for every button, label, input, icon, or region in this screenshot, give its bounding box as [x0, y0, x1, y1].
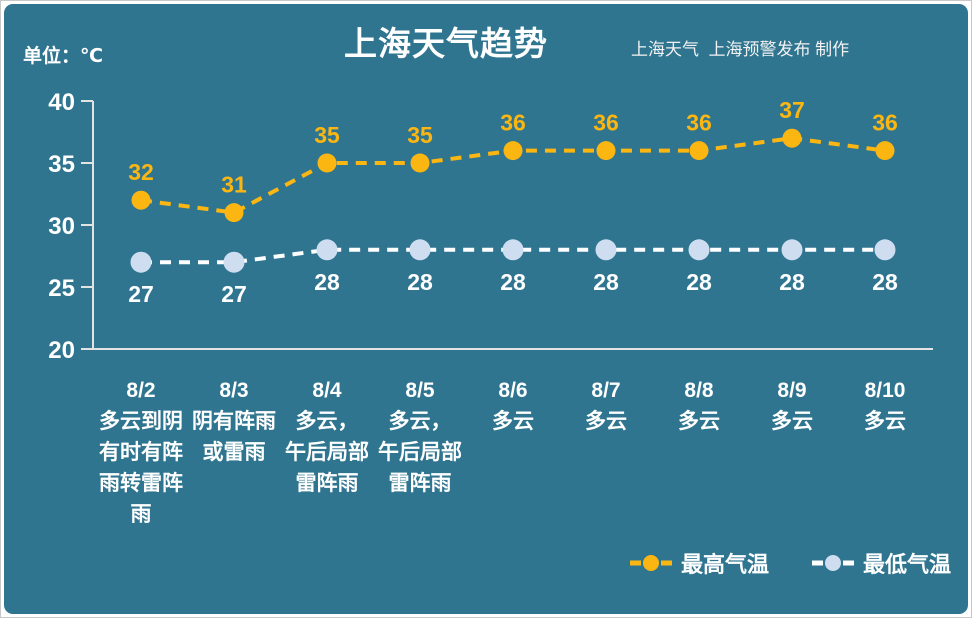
- y-tick-label: 40: [48, 89, 75, 116]
- unit-label: 单位：℃: [23, 46, 104, 67]
- chart-background-panel: [4, 4, 968, 614]
- low-temp-value-label: 27: [128, 281, 154, 307]
- legend-label-low: 最低气温: [863, 552, 952, 577]
- condition-label-line: 多云，: [295, 410, 359, 433]
- low-temp-marker: [874, 239, 896, 261]
- legend-item-low: 最低气温: [811, 547, 951, 579]
- condition-label-line: 多云，: [388, 410, 452, 433]
- high-temp-marker: [689, 141, 709, 161]
- condition-label-line: 午后局部: [378, 441, 462, 464]
- low-temp-value-label: 28: [407, 269, 433, 295]
- high-temp-value-label: 36: [500, 110, 526, 136]
- y-tick-label: 25: [48, 275, 75, 302]
- low-temp-legend-icon: [812, 555, 855, 571]
- legend-label-high: 最高气温: [681, 552, 770, 577]
- low-temp-line: [141, 247, 885, 265]
- high-temp-value-label: 37: [779, 97, 805, 123]
- high-temp-value-label: 36: [872, 110, 898, 136]
- low-temp-value-label: 28: [686, 269, 712, 295]
- x-axis-category: 8/6 多云: [467, 375, 559, 437]
- condition-label-line: 多云: [585, 410, 627, 433]
- date-label: 8/5: [405, 379, 435, 402]
- date-label: 8/4: [312, 379, 342, 402]
- date-label: 8/10: [864, 379, 906, 402]
- high-temp-marker: [410, 153, 430, 173]
- high-temp-marker: [596, 141, 616, 161]
- condition-label-line: 多云: [864, 410, 906, 433]
- x-axis-category: 8/8 多云: [653, 375, 745, 437]
- high-temp-marker: [224, 203, 244, 223]
- high-temp-value-label: 35: [407, 122, 433, 148]
- condition-label-line: 阴有阵雨: [192, 410, 276, 433]
- high-temp-marker: [503, 141, 523, 161]
- condition-label-line: 多云: [678, 410, 720, 433]
- y-tick-label: 20: [48, 337, 75, 364]
- low-temp-value-label: 28: [872, 269, 898, 295]
- high-temp-marker: [317, 153, 337, 173]
- low-temp-marker: [502, 239, 524, 261]
- low-temp-marker: [688, 239, 710, 261]
- x-axis-category: 8/4 多云， 午后局部雷阵雨: [281, 375, 373, 499]
- date-label: 8/6: [498, 379, 528, 402]
- chart-legend: 最高气温 最低气温: [629, 547, 951, 579]
- high-temp-marker: [131, 190, 151, 210]
- high-temp-value-label: 35: [314, 122, 340, 148]
- y-tick-label: 30: [48, 213, 75, 240]
- condition-label-line: 雷阵雨: [388, 472, 452, 495]
- high-temp-value-label: 36: [686, 110, 712, 136]
- condition-label-line: 多云到阴: [99, 410, 183, 433]
- x-axis-category: 8/10 多云: [839, 375, 931, 437]
- data-series: 32 31 35 35 36 36 36 37 36 27 27 28 28 28 28 28 28 28: [128, 97, 898, 307]
- low-temp-marker: [130, 251, 152, 273]
- high-temp-value-label: 32: [128, 159, 154, 185]
- low-temp-value-label: 28: [593, 269, 619, 295]
- x-axis-category: 8/7 多云: [560, 375, 652, 437]
- x-axis-category: 8/3 阴有阵雨或雷雨: [188, 375, 280, 468]
- condition-label-line: 雨转雷阵: [99, 472, 183, 495]
- date-label: 8/3: [219, 379, 249, 402]
- y-tick-label: 35: [48, 151, 75, 178]
- low-temp-marker: [595, 239, 617, 261]
- condition-label-line: 雨: [130, 503, 152, 526]
- y-axis-ticks: 20 25 30 35 40: [48, 89, 93, 364]
- low-temp-marker: [781, 239, 803, 261]
- low-temp-marker: [409, 239, 431, 261]
- date-label: 8/2: [126, 379, 156, 402]
- x-axis-category: 8/5 多云， 午后局部雷阵雨: [374, 375, 466, 499]
- date-label: 8/9: [777, 379, 807, 402]
- x-axis-category: 8/2 多云到阴有时有阵雨转雷阵雨: [95, 375, 187, 530]
- condition-label-line: 雷阵雨: [295, 472, 359, 495]
- low-temp-value-label: 28: [779, 269, 805, 295]
- condition-label-line: 多云: [771, 410, 813, 433]
- credits-text: 上海天气 上海预警发布 制作: [631, 40, 850, 59]
- condition-label-line: 有时有阵: [99, 441, 183, 464]
- date-label: 8/8: [684, 379, 714, 402]
- low-temp-marker: [223, 251, 245, 273]
- low-temp-value-label: 27: [221, 281, 247, 307]
- date-label: 8/7: [591, 379, 621, 402]
- high-temp-legend-icon: [630, 555, 672, 571]
- high-temp-marker: [875, 141, 895, 161]
- high-temp-marker: [782, 128, 802, 148]
- high-temp-value-label: 31: [221, 172, 247, 198]
- low-temp-value-label: 28: [314, 269, 340, 295]
- condition-label-line: 或雷雨: [202, 441, 266, 464]
- low-temp-value-label: 28: [500, 269, 526, 295]
- legend-item-high: 最高气温: [629, 547, 769, 579]
- page-title: 上海天气趋势: [344, 25, 548, 62]
- x-axis-category: 8/9 多云: [746, 375, 838, 437]
- low-temp-marker: [316, 239, 338, 261]
- high-temp-value-label: 36: [593, 110, 619, 136]
- condition-label-line: 午后局部: [285, 441, 369, 464]
- condition-label-line: 多云: [492, 410, 534, 433]
